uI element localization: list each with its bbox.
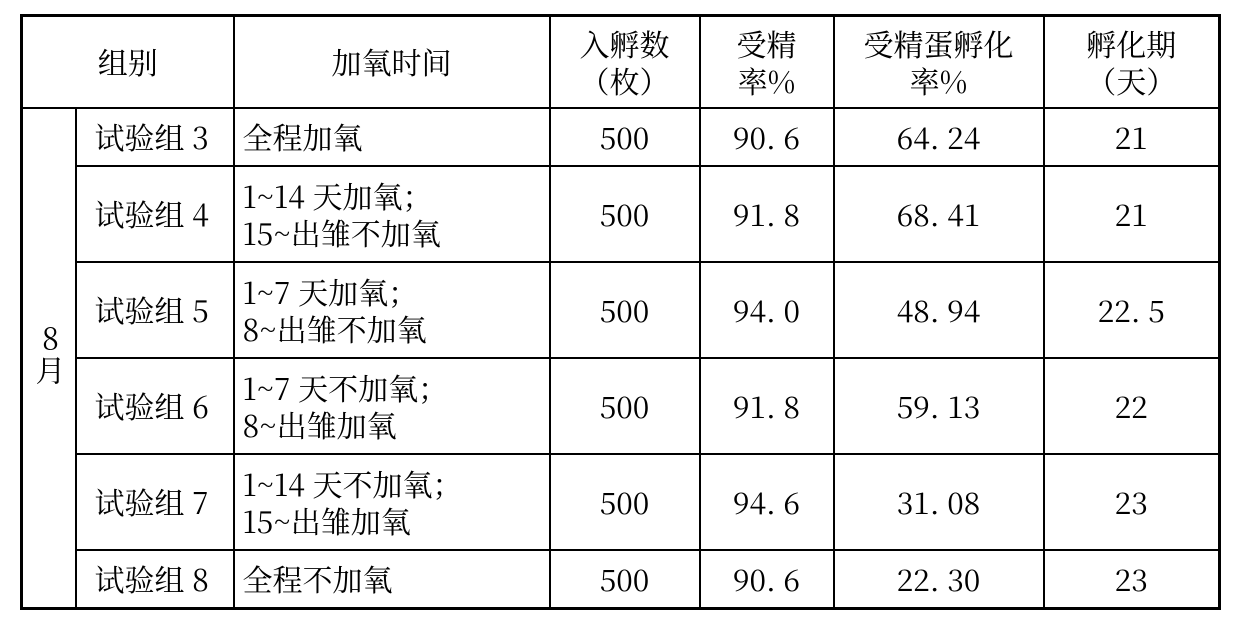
hatch-rate-cell: 31. 08 (834, 454, 1044, 550)
hatch-rate-cell: 59. 13 (834, 358, 1044, 454)
col-fert-rate: 受精率% (700, 16, 834, 109)
eggs-cell: 500 (550, 108, 700, 166)
oxygen-time-cell: 1~14 天加氧；15~出雏不加氧 (234, 166, 550, 262)
table-row: 试验组 61~7 天不加氧；8~出雏加氧50091. 859. 1322 (22, 358, 1220, 454)
eggs-cell: 500 (550, 166, 700, 262)
fert-rate-cell: 94. 0 (700, 262, 834, 358)
group-cell: 试验组 8 (76, 550, 234, 609)
experiment-table: 组别 加氧时间 入孵数（枚） 受精率% 受精蛋孵化率% 孵化期（天） 8月试验组… (20, 14, 1221, 610)
hatch-rate-cell: 22. 30 (834, 550, 1044, 609)
incub-period-cell: 23 (1044, 454, 1220, 550)
eggs-cell: 500 (550, 550, 700, 609)
incub-period-cell: 21 (1044, 108, 1220, 166)
hatch-rate-cell: 48. 94 (834, 262, 1044, 358)
table-row: 试验组 51~7 天加氧；8~出雏不加氧50094. 048. 9422. 5 (22, 262, 1220, 358)
eggs-cell: 500 (550, 358, 700, 454)
col-hatch-rate: 受精蛋孵化率% (834, 16, 1044, 109)
incub-period-cell: 22. 5 (1044, 262, 1220, 358)
table-row: 试验组 71~14 天不加氧；15~出雏加氧50094. 631. 0823 (22, 454, 1220, 550)
fert-rate-cell: 91. 8 (700, 358, 834, 454)
oxygen-time-cell: 1~7 天加氧；8~出雏不加氧 (234, 262, 550, 358)
group-cell: 试验组 4 (76, 166, 234, 262)
month-label: 8月 (31, 323, 69, 387)
group-cell: 试验组 7 (76, 454, 234, 550)
incub-period-cell: 21 (1044, 166, 1220, 262)
fert-rate-cell: 90. 6 (700, 550, 834, 609)
group-cell: 试验组 5 (76, 262, 234, 358)
col-oxygen-time: 加氧时间 (234, 16, 550, 109)
table-row: 试验组 8全程不加氧50090. 622. 3023 (22, 550, 1220, 609)
header-row: 组别 加氧时间 入孵数（枚） 受精率% 受精蛋孵化率% 孵化期（天） (22, 16, 1220, 109)
incub-period-cell: 23 (1044, 550, 1220, 609)
table-row: 试验组 41~14 天加氧；15~出雏不加氧50091. 868. 4121 (22, 166, 1220, 262)
col-eggs-set: 入孵数（枚） (550, 16, 700, 109)
hatch-rate-cell: 64. 24 (834, 108, 1044, 166)
eggs-cell: 500 (550, 454, 700, 550)
col-group-span: 组别 (22, 16, 234, 109)
table-body: 8月试验组 3全程加氧50090. 664. 2421试验组 41~14 天加氧… (22, 108, 1220, 609)
fert-rate-cell: 91. 8 (700, 166, 834, 262)
incub-period-cell: 22 (1044, 358, 1220, 454)
oxygen-time-cell: 全程加氧 (234, 108, 550, 166)
table-wrapper: 组别 加氧时间 入孵数（枚） 受精率% 受精蛋孵化率% 孵化期（天） 8月试验组… (0, 0, 1239, 624)
oxygen-time-cell: 1~14 天不加氧；15~出雏加氧 (234, 454, 550, 550)
group-cell: 试验组 6 (76, 358, 234, 454)
oxygen-time-cell: 1~7 天不加氧；8~出雏加氧 (234, 358, 550, 454)
oxygen-time-cell: 全程不加氧 (234, 550, 550, 609)
fert-rate-cell: 90. 6 (700, 108, 834, 166)
col-incub-period: 孵化期（天） (1044, 16, 1220, 109)
group-cell: 试验组 3 (76, 108, 234, 166)
fert-rate-cell: 94. 6 (700, 454, 834, 550)
table-row: 8月试验组 3全程加氧50090. 664. 2421 (22, 108, 1220, 166)
month-cell: 8月 (22, 108, 76, 609)
hatch-rate-cell: 68. 41 (834, 166, 1044, 262)
eggs-cell: 500 (550, 262, 700, 358)
